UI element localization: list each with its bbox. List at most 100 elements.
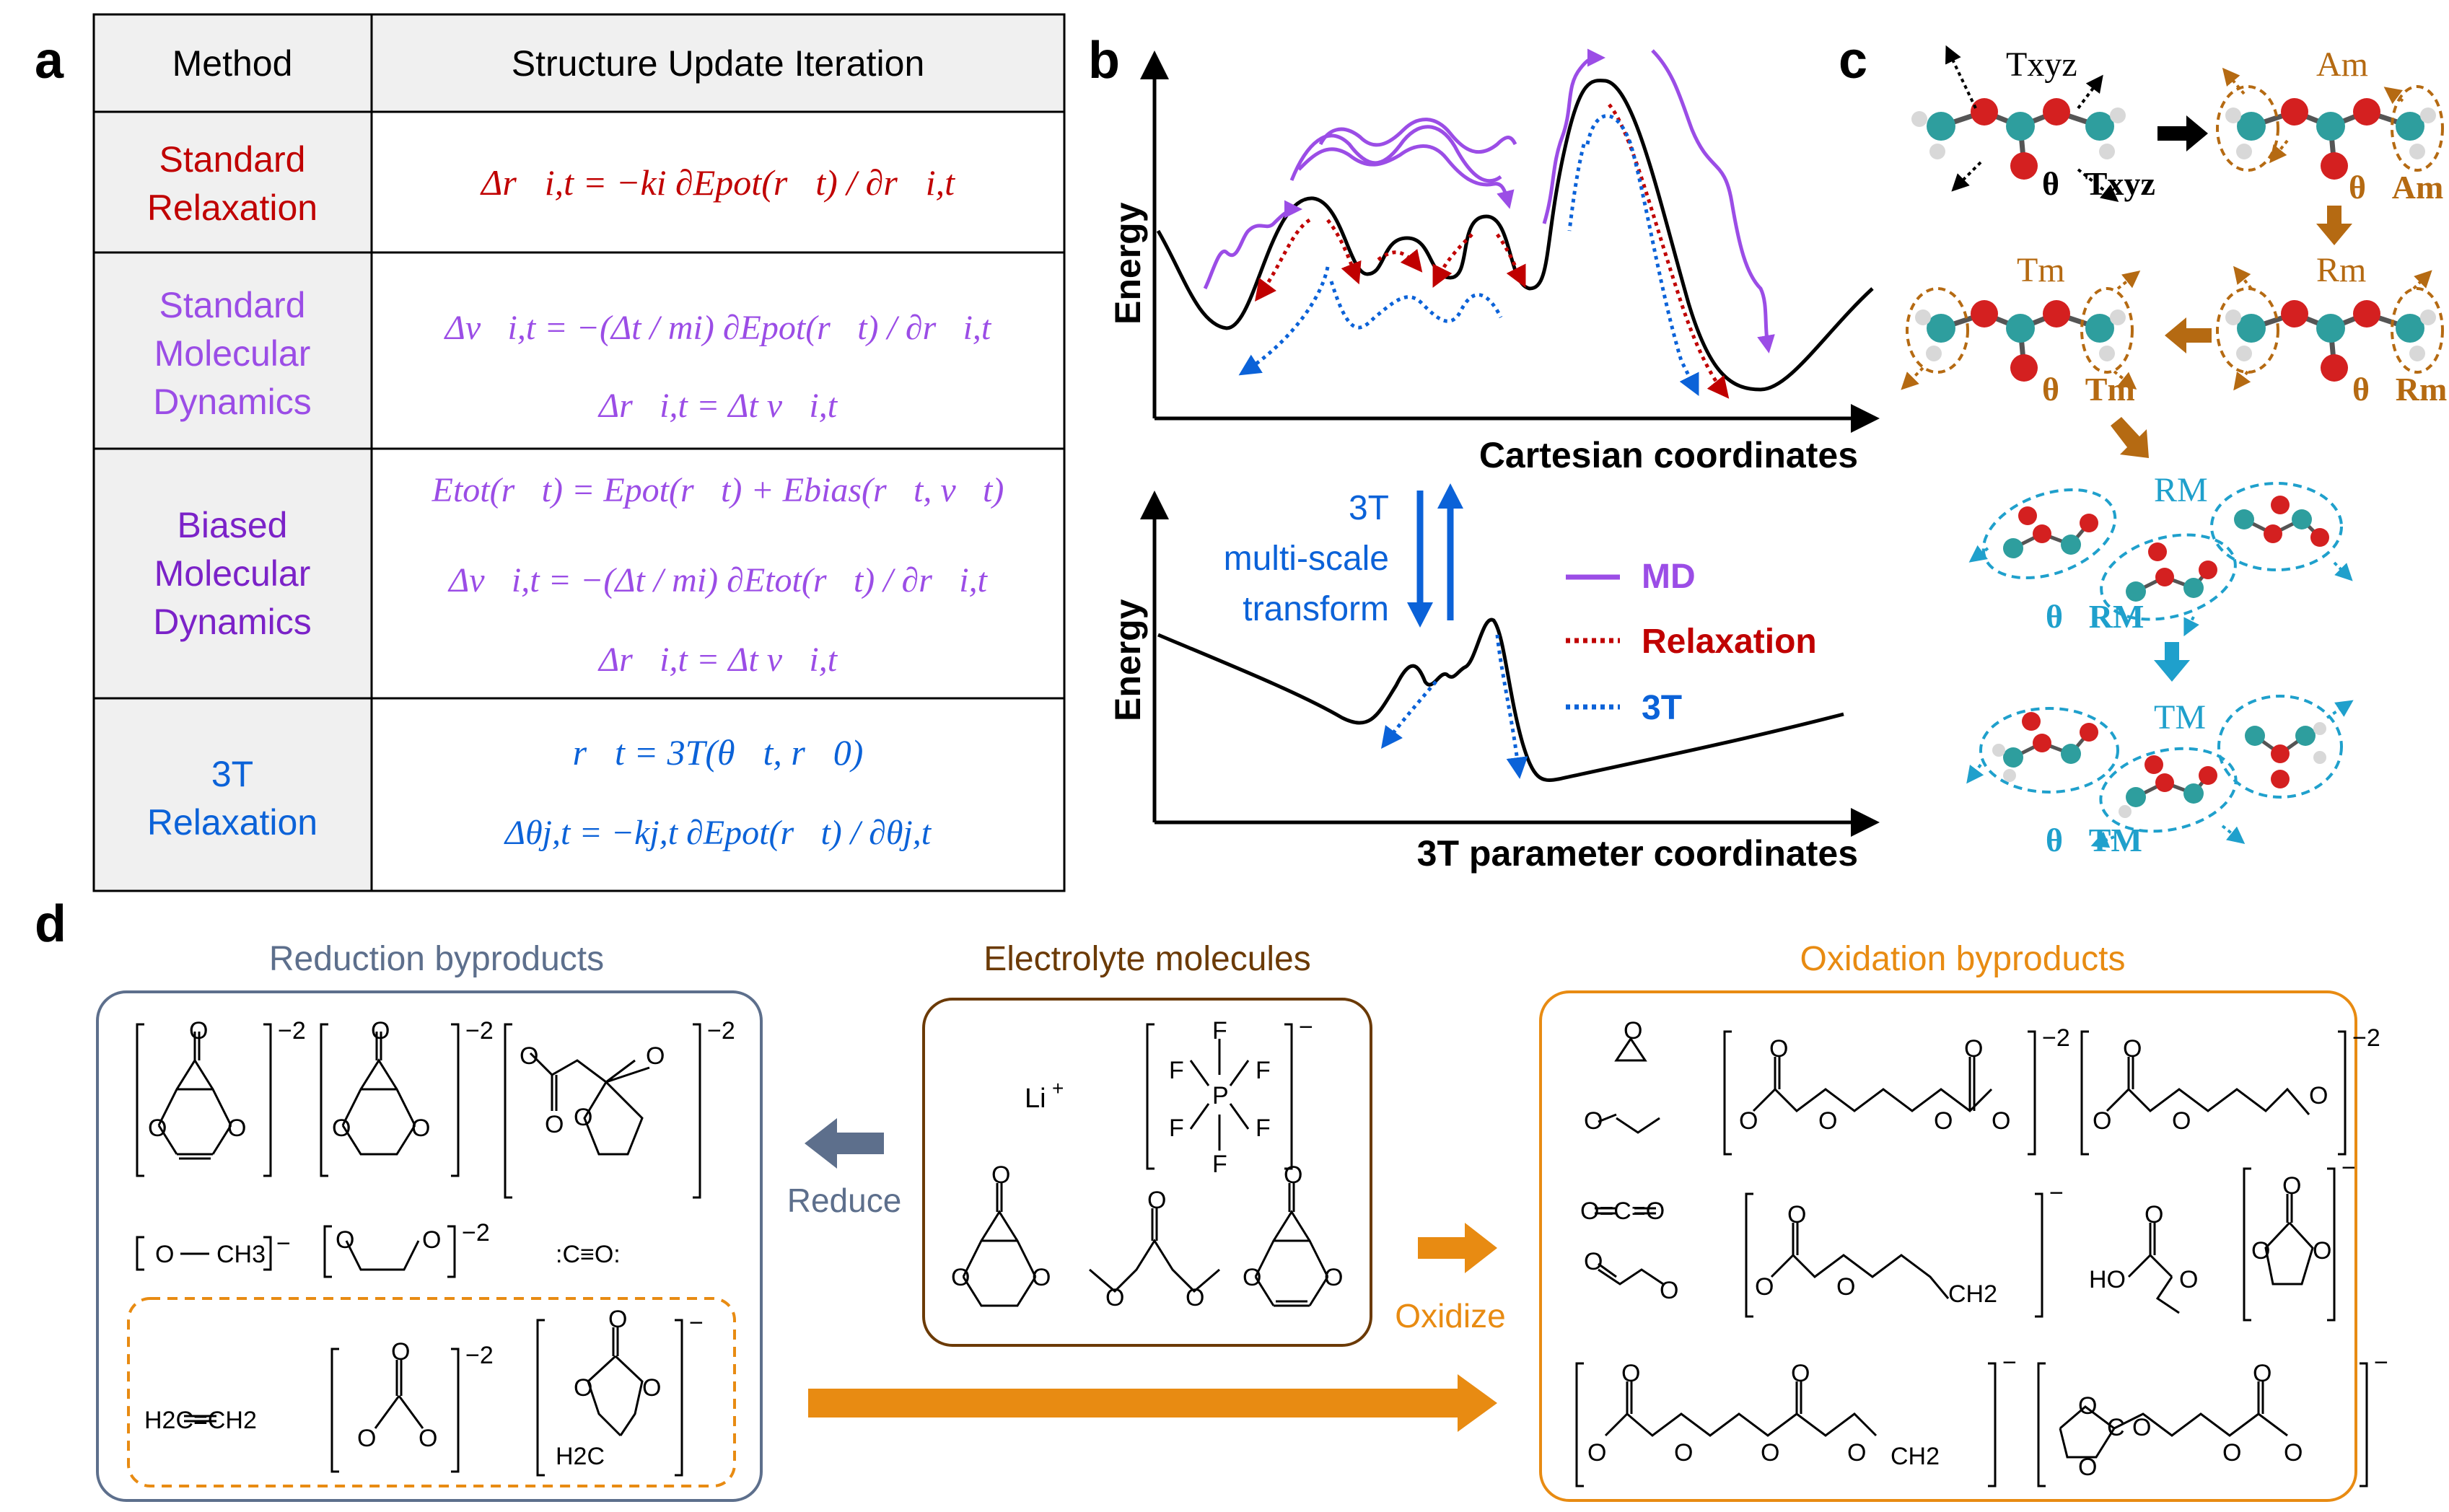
atom-label: O xyxy=(1621,1360,1640,1387)
molecule-cluster-rm: RM θ⃗RM xyxy=(1968,471,2353,637)
charge: − xyxy=(2341,1154,2356,1182)
method-name-line: Molecular xyxy=(154,553,311,594)
atom-label: O xyxy=(1660,1277,1678,1304)
label-rm: Rm xyxy=(2316,251,2366,289)
row-biased-md: Biased Molecular Dynamics xyxy=(153,505,311,642)
x-axis-label: 3T parameter coordinates xyxy=(1417,833,1858,874)
oxidize-label: Oxidize xyxy=(1395,1297,1505,1335)
method-name-line: 3T xyxy=(211,754,253,794)
y-axis-label: Energy xyxy=(1108,202,1148,325)
atom-label: H2C xyxy=(556,1443,605,1470)
update-equation: r⃗t = 3T(θ⃗t, r⃗0) xyxy=(573,732,864,773)
atom-label: F xyxy=(1212,1151,1227,1178)
charge: −2 xyxy=(707,1017,735,1045)
label-am: Am xyxy=(2316,45,2368,84)
label-theta-rm: θ⃗Rm xyxy=(2352,371,2447,408)
charge: − xyxy=(276,1230,291,1257)
charge: −2 xyxy=(278,1017,306,1045)
3t-path xyxy=(1567,144,1586,232)
atom-label: O xyxy=(1992,1107,2010,1135)
atom-label: O xyxy=(1934,1107,1953,1135)
atom-label: O xyxy=(1243,1264,1261,1291)
atom-label: F xyxy=(1256,1057,1271,1084)
atom-label: O xyxy=(2282,1172,2301,1200)
3t-path xyxy=(1238,266,1330,376)
atom-label: O xyxy=(2313,1237,2331,1265)
label-tm-cluster: TM xyxy=(2154,698,2206,737)
panel-a-label: a xyxy=(35,32,64,89)
atom-label: O=C=O xyxy=(1580,1197,1665,1225)
atom-label: F xyxy=(1169,1057,1184,1084)
transform-text: transform xyxy=(1243,590,1389,628)
atom-label: O xyxy=(1032,1264,1051,1291)
energy-plot-3t: Energy 3T parameter coordinates xyxy=(1108,491,1880,874)
reduction-molecules xyxy=(136,1023,701,1477)
method-name-line: Molecular xyxy=(154,333,311,374)
update-equation: Δr⃗i,t = Δt v⃗i,t xyxy=(597,387,838,425)
panel-c-label: c xyxy=(1839,32,1867,89)
atom-label: O xyxy=(1674,1439,1693,1467)
method-name-line: Dynamics xyxy=(153,382,311,422)
3t-path xyxy=(1329,281,1503,330)
atom-label: O xyxy=(2132,1414,2151,1441)
label-theta-rm-cluster: θ⃗RM xyxy=(2046,598,2144,635)
md-trajectory xyxy=(1318,118,1517,154)
update-equation: Δθj,t = −kj,t ∂Epot(r⃗t) / ∂θj,t xyxy=(504,814,932,852)
energy-plot-cartesian: Energy Cartesian coordinates xyxy=(1108,48,1880,475)
oxidation-title: Oxidation byproducts xyxy=(1800,940,2126,978)
atom-label: O xyxy=(1147,1187,1166,1214)
energy-curve xyxy=(1156,79,1874,392)
method-name-line: Dynamics xyxy=(153,602,311,642)
atom-label: O xyxy=(1791,1360,1810,1387)
atom-label: F xyxy=(1169,1115,1184,1142)
panel-d-label: d xyxy=(35,895,66,953)
charge: − xyxy=(1299,1014,1313,1041)
charge: − xyxy=(2002,1349,2017,1376)
atom-label: O xyxy=(1787,1201,1806,1228)
atom-label: O xyxy=(520,1042,538,1070)
atom-label: O xyxy=(411,1115,430,1142)
relaxation-path xyxy=(1608,103,1730,399)
legend: MD Relaxation 3T xyxy=(1566,558,1817,727)
electrolyte-labels: Li + P F F F F F F − O O O O O O O O O xyxy=(951,1014,1343,1311)
reduction-box xyxy=(96,990,763,1502)
atom-label: O xyxy=(545,1111,564,1138)
y-axis-label: Energy xyxy=(1108,599,1148,721)
transform-text: 3T xyxy=(1349,489,1389,527)
relaxation-path xyxy=(1255,218,1311,302)
atom-label: O xyxy=(419,1425,437,1452)
md-trajectory xyxy=(1203,200,1302,290)
oxidation-box xyxy=(1539,990,2357,1502)
relaxation-path xyxy=(1326,219,1362,285)
atom-label: C xyxy=(2107,1414,2125,1441)
molecule-txyz: Txyz θ⃗Txyz xyxy=(1911,45,2155,202)
oxidation-labels: O O O O O O O O −2 O O O O −2 O=C=O O O … xyxy=(1580,1017,2388,1481)
atom-label: O xyxy=(2172,1107,2191,1135)
atom-label: CH2 xyxy=(1891,1443,1940,1470)
atom-label: O xyxy=(2093,1107,2111,1135)
diagonal-arrow xyxy=(2111,417,2149,458)
legend-3t: 3T xyxy=(1642,689,1682,727)
atom-label: O xyxy=(1284,1161,1302,1189)
atom-label: HO xyxy=(2089,1266,2126,1293)
method-name-line: Biased xyxy=(178,505,288,545)
panel-b-label: b xyxy=(1088,32,1120,89)
3t-path xyxy=(1585,114,1699,396)
atom-label: F xyxy=(1212,1017,1227,1045)
method-name-line: Relaxation xyxy=(147,188,317,228)
molecule-tm: Tm θ⃗Tm xyxy=(1901,251,2141,408)
atom-label: O xyxy=(422,1226,441,1254)
atom-label: O xyxy=(2078,1454,2097,1481)
atom-label: O xyxy=(2253,1360,2271,1387)
relaxation-path xyxy=(1432,233,1473,288)
atom-label: O xyxy=(1818,1107,1837,1135)
reduction-labels: O O O −2 O O O −2 O O O O −2 O CH3 − O O… xyxy=(144,1017,735,1470)
atom-label: O xyxy=(574,1104,592,1131)
atom-label: F xyxy=(1256,1115,1271,1142)
label-theta-txyz: θ⃗Txyz xyxy=(2042,165,2155,202)
atom-label: O xyxy=(2222,1439,2241,1467)
legend-md: MD xyxy=(1642,558,1696,596)
atom-label: O xyxy=(1739,1107,1758,1135)
atom-label: H2C=CH2 xyxy=(144,1407,257,1434)
